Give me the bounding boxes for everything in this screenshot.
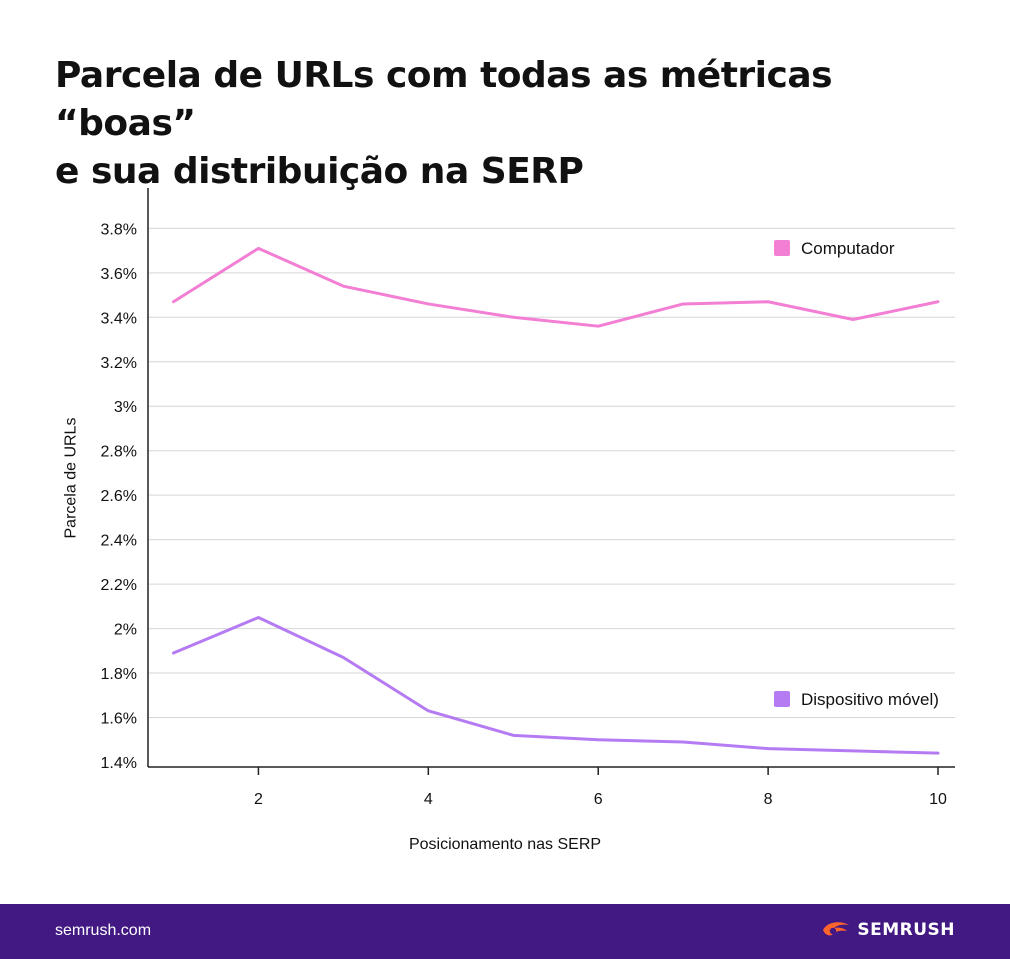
x-tick-label: 8 xyxy=(764,791,773,808)
x-tick-label: 10 xyxy=(929,791,947,808)
y-tick-label: 2.4% xyxy=(101,533,137,550)
chart-title-line-1: Parcela de URLs com todas as métricas “b… xyxy=(55,55,833,144)
footer-site-link[interactable]: semrush.com xyxy=(55,922,152,939)
x-tick-label: 4 xyxy=(424,791,433,808)
legend: Computador Dispositivo móvel) xyxy=(774,239,939,709)
line-chart: 1.4% 1.6% 1.8% 2% 2.2% 2.4% 2.6% 2.8% 3% 3.2% 3.4%… xyxy=(63,188,955,853)
y-tick-label: 3.2% xyxy=(101,355,137,372)
y-tick-label: 2.6% xyxy=(101,488,137,505)
series-line-2 xyxy=(171,615,940,755)
y-tick-label: 3% xyxy=(114,399,137,416)
y-axis-title: Parcela de URLs xyxy=(63,418,80,539)
y-tick-label: 1.4% xyxy=(101,755,137,772)
brand-logo: SEMRUSH xyxy=(821,919,955,941)
y-tick-label: 2.8% xyxy=(101,444,137,461)
chart-title-line-2: e sua distribuição na SERP xyxy=(55,151,584,192)
y-tick-label: 2% xyxy=(114,622,137,639)
chart-title: Parcela de URLs com todas as métricas “b… xyxy=(55,52,975,196)
series-lines xyxy=(171,246,940,755)
x-tick-labels: 2 4 6 8 10 xyxy=(254,767,947,808)
legend-swatch-2 xyxy=(774,691,790,707)
brand-name: SEMRUSH xyxy=(857,920,955,940)
footer-bar: semrush.com SEMRUSH xyxy=(0,904,1010,959)
y-tick-label: 3.6% xyxy=(101,266,137,283)
legend-swatch-1 xyxy=(774,240,790,256)
legend-label-1: Computador xyxy=(801,239,895,258)
semrush-flame-icon xyxy=(823,922,850,936)
axes xyxy=(147,188,955,768)
y-tick-label: 2.2% xyxy=(101,577,137,594)
x-axis-title: Posicionamento nas SERP xyxy=(409,836,601,853)
y-tick-label: 1.8% xyxy=(101,666,137,683)
legend-label-2: Dispositivo móvel) xyxy=(801,690,939,709)
y-tick-label: 3.8% xyxy=(101,221,137,238)
y-tick-labels: 1.4% 1.6% 1.8% 2% 2.2% 2.4% 2.6% 2.8% 3% 3.2% 3.4%… xyxy=(101,221,137,772)
y-tick-label: 3.4% xyxy=(101,310,137,327)
x-tick-label: 6 xyxy=(594,791,603,808)
x-tick-label: 2 xyxy=(254,791,263,808)
y-tick-label: 1.6% xyxy=(101,711,137,728)
series-line-1 xyxy=(171,246,940,328)
gridlines xyxy=(148,227,955,719)
